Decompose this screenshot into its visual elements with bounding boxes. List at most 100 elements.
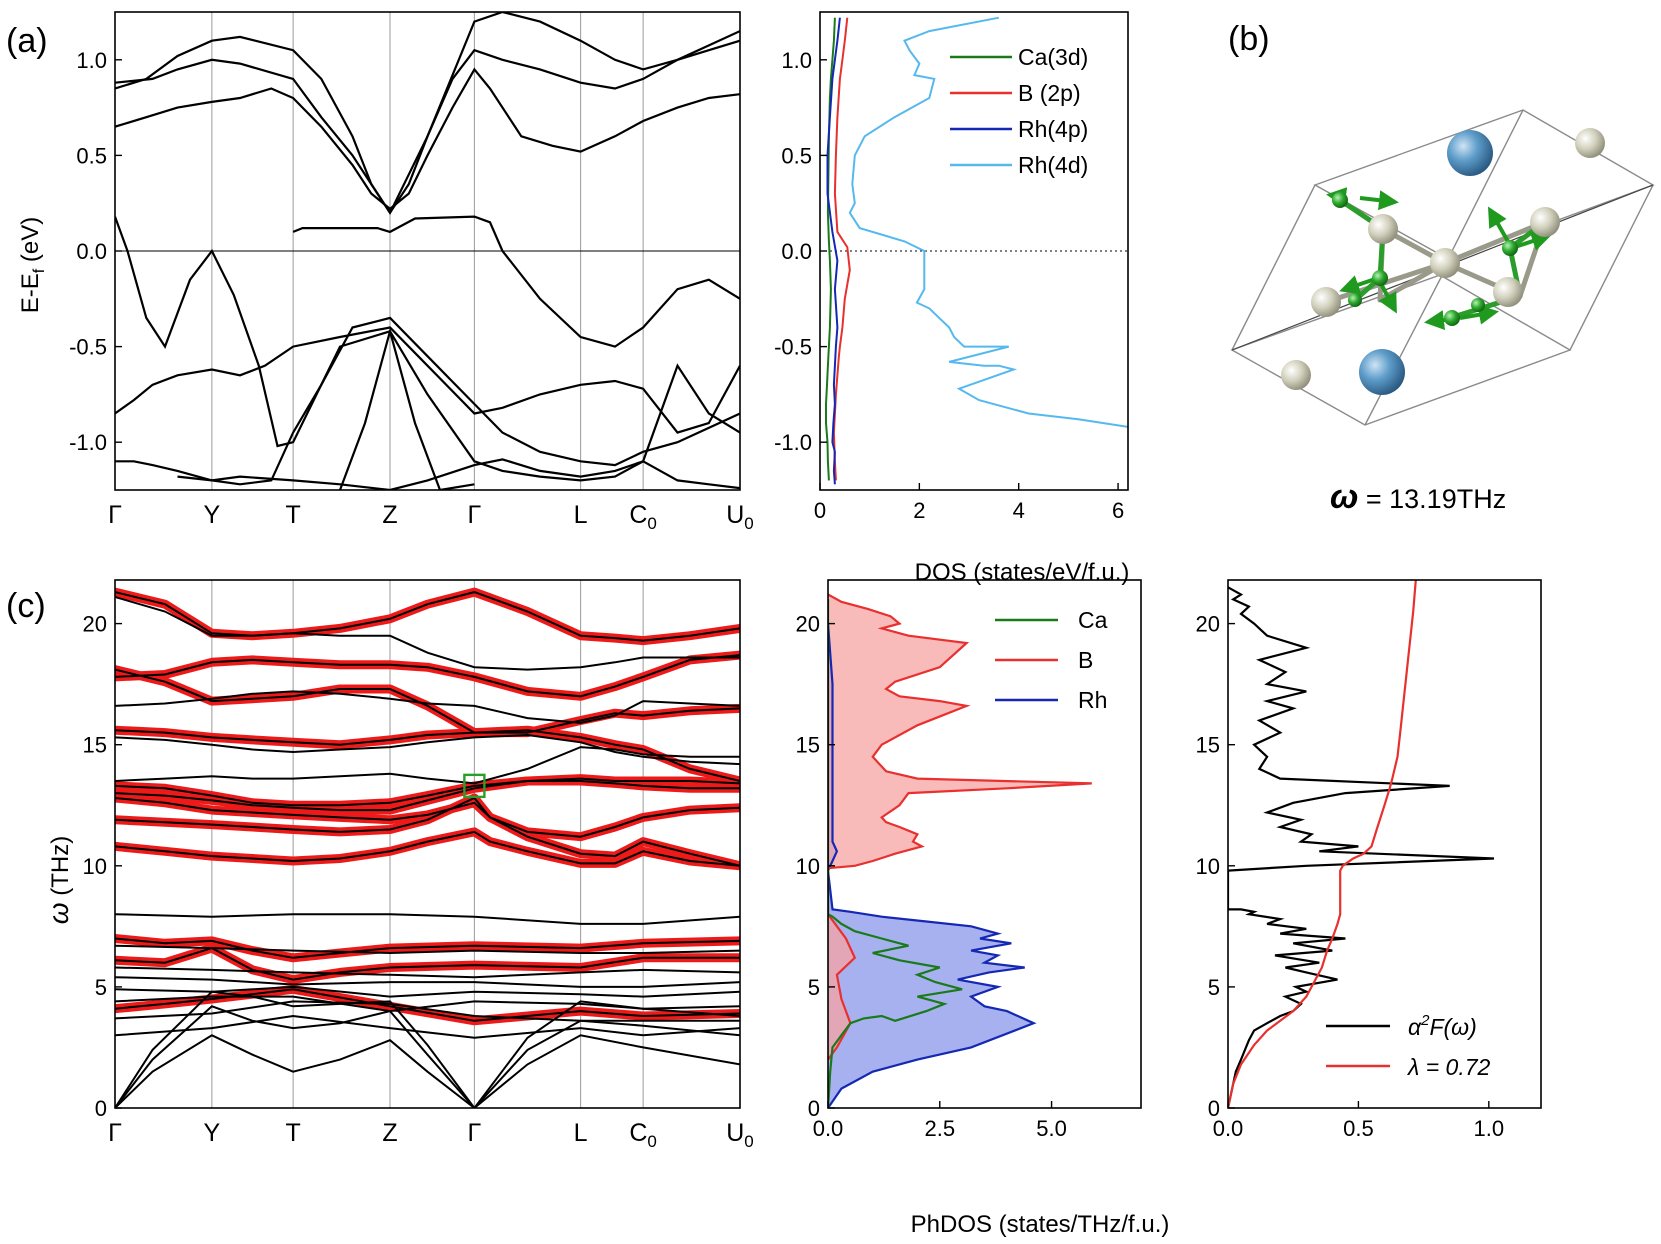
band-line [115, 67, 740, 211]
phonon-dos-plot: PhDOS (states/THz/f.u.) 0 5 10 15 20 0.0 2.5 5.… [796, 579, 1170, 1238]
phonon-branch-line [115, 947, 740, 981]
band-y-tick-label: 0.5 [76, 143, 107, 168]
electron-dos-plot: DOS (states/eV/f.u.) 1.0 0.5 0.0 -0.5 -1.0 0 2… [774, 11, 1130, 586]
k-point-label: Γ [467, 501, 481, 529]
b-atom [1444, 310, 1460, 326]
dos-x-tick-label: 0 [814, 498, 826, 523]
phonon-branch-line [115, 780, 740, 812]
phonon-branch-line [115, 944, 740, 955]
dos-x-tick-label: 2 [913, 498, 925, 523]
rh-atom [1430, 248, 1460, 278]
phonon-branch-line [115, 988, 740, 1022]
k-point-label: L [574, 1119, 588, 1147]
phdos-x-tick-label: 0.0 [813, 1116, 844, 1141]
phdos-y-tick-label: 0 [808, 1096, 820, 1121]
phonon-branch-line [115, 976, 740, 988]
band-structure-plot: E-Ef (eV) Γ Y T Z Γ L C0 U0 1.0 0.5 0.0 -0.5 -1.0 [17, 11, 754, 533]
band-y-tick-label: -0.5 [69, 335, 107, 360]
k-point-label: Y [204, 1119, 221, 1147]
b-atom [1372, 270, 1388, 286]
rh-atom [1368, 214, 1398, 244]
panel-label-b: (b) [1228, 20, 1270, 58]
dos-line [848, 16, 1128, 428]
b-atom [1502, 240, 1518, 256]
k-point-label: T [285, 501, 300, 529]
phonon-branch-line [115, 733, 740, 766]
eliashberg-plot: 0 5 10 15 20 0.0 0.5 1.0 α2F(ω) λ = 0.72 [1196, 579, 1542, 1141]
rh-atom [1281, 360, 1311, 390]
phonon-branch-line [115, 937, 740, 959]
legend-label: Rh(4p) [1018, 116, 1088, 142]
phonon-branch-line [115, 654, 740, 698]
band-line [338, 327, 475, 490]
phonon-dos-xlabel: PhDOS (states/THz/f.u.) [911, 1211, 1170, 1238]
k-point-label: Y [204, 501, 221, 529]
k-point-label: C0 [629, 1119, 657, 1151]
phonon-dispersion-plot: ω (THz) Γ Y T Z Γ L C0 U0 0 5 10 15 20 [43, 579, 754, 1151]
band-structure-ylabel: E-Ef (eV) [17, 217, 48, 313]
k-point-label: Γ [108, 501, 122, 529]
rh-atom [1575, 128, 1605, 158]
phonon-branch-line [115, 985, 740, 998]
dos-y-tick-label: 0.5 [781, 143, 812, 168]
phonon-branch-line [115, 746, 740, 785]
rh-atom [1311, 287, 1341, 317]
legend-label: λ = 0.72 [1406, 1054, 1491, 1080]
eliashberg-line [1228, 586, 1495, 1108]
legend-label: α2F(ω) [1408, 1012, 1477, 1040]
phonon-branch-line [115, 990, 740, 1108]
phdos-y-tick-label: 15 [796, 733, 820, 758]
band-line [115, 458, 740, 490]
band-y-tick-label: 0.0 [76, 239, 107, 264]
ca-atom [1447, 130, 1493, 176]
eliashberg-x-tick-label: 0.5 [1343, 1116, 1374, 1141]
highlight-square [463, 773, 486, 799]
phonon-dos-frame [827, 579, 1142, 1109]
dos-line [825, 17, 836, 481]
eliashberg-frame [1227, 579, 1542, 1109]
phonon-branch-line [115, 729, 740, 782]
phonon-dispersion-frame [114, 579, 741, 1109]
phonon-weight-band [115, 827, 740, 871]
b-atom [1348, 293, 1362, 307]
band-line [292, 215, 740, 348]
phonon-branch-line [115, 913, 740, 925]
k-point-label: Γ [108, 1119, 122, 1147]
dos-y-tick-label: -0.5 [774, 335, 812, 360]
legend-label: B (2p) [1018, 80, 1081, 106]
band-line [177, 316, 740, 486]
phonon-y-tick-label: 15 [83, 733, 107, 758]
ca-atom [1359, 349, 1405, 395]
dos-line [826, 17, 841, 485]
phdos-x-tick-label: 5.0 [1036, 1116, 1067, 1141]
phdos-area [828, 623, 1034, 1108]
phonon-y-tick-label: 5 [95, 975, 107, 1000]
panel-label-c: (c) [6, 587, 46, 625]
legend-label: Rh [1078, 687, 1107, 713]
eliashberg-y-tick-label: 10 [1196, 854, 1220, 879]
dos-y-tick-label: 1.0 [781, 48, 812, 73]
phonon-y-tick-label: 10 [83, 854, 107, 879]
omega-label: ω = 13.19THz [1330, 478, 1506, 516]
rh-atom [1530, 207, 1560, 237]
band-structure-frame [114, 11, 741, 491]
k-point-label: Γ [467, 1119, 481, 1147]
k-point-label: Z [382, 501, 397, 529]
phdos-y-tick-label: 20 [796, 612, 820, 637]
phonon-branch-line [115, 596, 740, 671]
electron-dos-xlabel: DOS (states/eV/f.u.) [915, 559, 1130, 586]
phonon-branch-line [115, 966, 740, 979]
phonon-branch-line [115, 1005, 740, 1108]
dos-x-tick-label: 6 [1112, 498, 1124, 523]
phonon-y-tick-label: 0 [95, 1096, 107, 1121]
phonon-branch-line [115, 591, 740, 642]
band-line [115, 35, 740, 215]
phdos-area [828, 594, 1092, 1060]
phdos-y-tick-label: 10 [796, 854, 820, 879]
phdos-line [828, 593, 1092, 1061]
b-atom [1332, 192, 1348, 208]
phdos-y-tick-label: 5 [808, 975, 820, 1000]
band-y-tick-label: 1.0 [76, 48, 107, 73]
rh-atom [1493, 277, 1523, 307]
phonon-y-tick-label: 20 [83, 612, 107, 637]
